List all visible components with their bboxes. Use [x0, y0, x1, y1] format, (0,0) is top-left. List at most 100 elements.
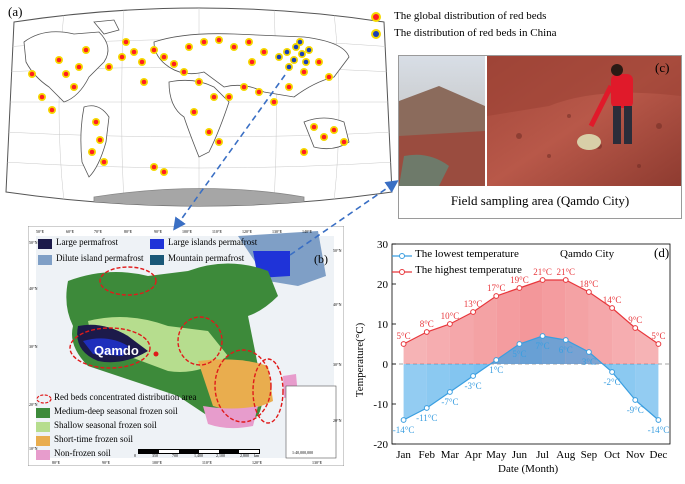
south-sea-inset	[285, 385, 337, 459]
panel-b-label: (b)	[314, 252, 328, 266]
red-bed-dot-core	[241, 84, 247, 90]
red-bed-dot-core	[49, 107, 55, 113]
y-tick-label: -20	[373, 439, 388, 451]
china-red-bed-dot-core	[293, 44, 299, 50]
red-bed-dot-core	[39, 94, 45, 100]
low-temp-label: -2°C	[604, 377, 621, 387]
panel-d-label: (d)	[654, 245, 670, 260]
red-bed-dot-core	[106, 64, 112, 70]
red-bed-dot-core	[316, 59, 322, 65]
dilute-island-permafrost-swatch	[38, 255, 52, 265]
red-bed-dot-core	[286, 84, 292, 90]
red-bed-dot-core	[271, 99, 277, 105]
low-temp-label: -9°C	[627, 405, 644, 415]
shallow-seasonal-text: Shallow seasonal frozen soil	[54, 420, 157, 430]
low-temp-line	[403, 335, 659, 421]
red-bed-dot-core	[93, 119, 99, 125]
low-range-band	[426, 364, 450, 408]
red-bed-dot-core	[161, 169, 167, 175]
low-range-band	[449, 364, 474, 392]
red-bed-dot-core	[321, 134, 327, 140]
x-tick-label: Oct	[604, 449, 620, 461]
low-temp-label: -7°C	[441, 397, 458, 407]
high-temp-point	[470, 309, 476, 315]
scale-unit: km	[254, 453, 260, 458]
low-temp-label: -14°C	[393, 425, 415, 435]
red-bed-dot-core	[326, 74, 332, 80]
china-red-bed-dot-core	[284, 49, 290, 55]
legend-low-icon	[392, 253, 412, 259]
red-bed-dot-core	[249, 59, 255, 65]
red-bed-dot-core	[261, 49, 267, 55]
high-temp-point	[655, 341, 662, 347]
arrow-to-china-map	[173, 74, 286, 231]
lat-label: 30°N	[333, 362, 342, 367]
red-bed-dot-core	[181, 69, 187, 75]
temperature-chart: -14°C-11°C-7°C-3°C1°C5°C7°C 6°C3°C-2°C-9°…	[373, 239, 671, 461]
blue-dot-icon	[371, 29, 381, 39]
red-bed-dot-core	[151, 47, 157, 53]
low-temp-point	[632, 397, 639, 403]
low-range-band	[542, 336, 566, 364]
red-bed-dot-core	[63, 71, 69, 77]
high-temp-line	[403, 279, 659, 345]
antarctica	[93, 188, 305, 206]
red-bed-dot-core	[71, 84, 77, 90]
lon-label: 130°E	[312, 460, 323, 465]
medium-deep-swatch	[36, 408, 50, 418]
greenland	[93, 19, 120, 35]
high-temp-point	[423, 329, 430, 335]
x-tick-label: Jul	[536, 449, 549, 461]
ellipse-legend-icon	[36, 394, 52, 404]
lon-label: 120°E	[252, 460, 263, 465]
legend-china-text: The distribution of red beds in China	[394, 27, 557, 39]
red-bed-dot-core	[191, 109, 197, 115]
lat-label: 40°N	[333, 302, 342, 307]
red-dot-icon	[371, 12, 381, 22]
low-range-band	[403, 364, 427, 420]
red-bed-dot-core	[97, 137, 103, 143]
scale-ratio: 1:40,000,000	[292, 450, 314, 455]
red-bed-dot-core	[301, 69, 307, 75]
high-range-band	[612, 308, 636, 364]
x-tick-label: Feb	[419, 449, 436, 461]
low-temp-label: -11°C	[416, 413, 437, 423]
mountain-permafrost-swatch	[150, 255, 164, 265]
red-bed-dot-core	[331, 127, 337, 133]
x-tick-label: Aug	[556, 449, 575, 461]
y-axis-title: Temperature(°C)	[354, 322, 366, 398]
high-temp-label: 17°C	[487, 283, 506, 293]
scale-tick: 2,100	[216, 453, 225, 458]
red-bed-dot-core	[171, 61, 177, 67]
red-bed-dot-core	[141, 79, 147, 85]
high-temp-point	[516, 285, 523, 291]
red-bed-dot-core	[211, 94, 217, 100]
china-red-bed-dot-core	[303, 59, 309, 65]
high-temp-label: 10°C	[441, 311, 460, 321]
lon-label: 100°E	[182, 229, 193, 234]
low-temp-point	[400, 417, 407, 423]
large-islands-permafrost-text: Large islands permafrost	[168, 237, 258, 247]
qamdo-label: Qamdo	[94, 343, 139, 358]
panel-c-label: (c)	[655, 60, 670, 75]
non-frozen-text: Non-frozen soil	[54, 448, 111, 458]
low-range-band	[496, 344, 520, 364]
high-temp-label: 5°C	[651, 331, 665, 341]
red-bed-dot-core	[201, 39, 207, 45]
lon-label: 80°E	[124, 229, 133, 234]
china-red-bed-dots	[275, 38, 313, 71]
y-tick-label: -10	[373, 399, 388, 411]
high-temp-label: 5°C	[397, 331, 411, 341]
high-temp-label: 9°C	[628, 315, 642, 325]
red-bed-dot-core	[161, 54, 167, 60]
large-permafrost-text: Large permafrost	[56, 237, 119, 247]
lon-label: 110°E	[212, 229, 222, 234]
low-temp-label: -14°C	[648, 425, 670, 435]
photo-caption: Field sampling area (Qamdo City)	[450, 193, 630, 208]
low-temp-point	[586, 349, 592, 355]
x-tick-label: Mar	[441, 449, 460, 461]
lon-label: 60°E	[66, 229, 75, 234]
high-range-band	[588, 292, 613, 364]
red-bed-dot-core	[76, 64, 82, 70]
scale-tick: 700	[172, 453, 178, 458]
